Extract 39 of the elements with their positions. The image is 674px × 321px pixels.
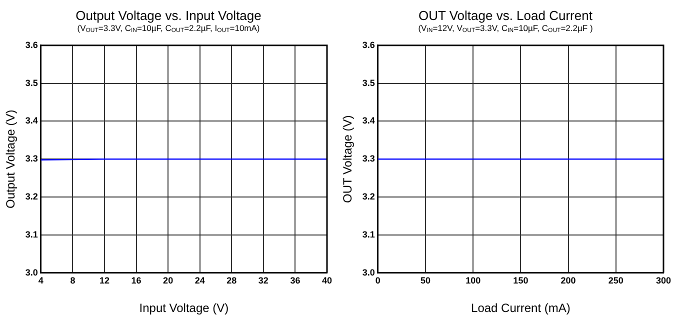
y-tick-label: 3.6 bbox=[25, 40, 38, 50]
x-tick-label: 20 bbox=[163, 276, 174, 286]
x-tick-label: 0 bbox=[375, 276, 380, 286]
x-tick-label: 36 bbox=[290, 276, 300, 286]
x-tick-label: 300 bbox=[656, 276, 672, 286]
x-tick-label: 40 bbox=[322, 276, 332, 286]
x-axis-title: Input Voltage (V) bbox=[139, 301, 229, 316]
y-tick-label: 3.5 bbox=[362, 78, 375, 88]
x-tick-label: 12 bbox=[99, 276, 110, 286]
y-tick-label: 3.4 bbox=[362, 116, 375, 126]
y-tick-label: 3.2 bbox=[362, 191, 375, 202]
x-tick-label: 16 bbox=[131, 276, 142, 286]
y-tick-label: 3.1 bbox=[362, 229, 375, 240]
x-tick-label: 50 bbox=[420, 276, 431, 286]
text: (V$_{IN}$=12V, V$_{OUT}$=3.3V, C$_{IN}$=10µF, C$_{OUT}$=2.2µF ) bbox=[418, 23, 593, 34]
y-tick-label: 3.2 bbox=[25, 191, 38, 202]
x-tick-label: 8 bbox=[70, 276, 76, 286]
y-tick-label: 3.0 bbox=[362, 267, 375, 278]
x-tick-label: 32 bbox=[258, 276, 268, 286]
y-tick-label: 3.5 bbox=[25, 78, 38, 88]
y-tick-label: 3.3 bbox=[25, 154, 38, 164]
y-axis-title: Output Voltage (V) bbox=[4, 110, 18, 208]
x-tick-label: 100 bbox=[466, 276, 481, 286]
y-tick-label: 3.6 bbox=[362, 40, 375, 50]
chart-title: Output Voltage vs. Input Voltage bbox=[74, 8, 262, 23]
y-tick-label: 3.0 bbox=[25, 267, 38, 278]
y-tick-label: 3.3 bbox=[362, 154, 375, 164]
y-tick-label: 3.1 bbox=[25, 229, 38, 240]
x-tick-label: 24 bbox=[194, 276, 205, 286]
x-axis-title: Load Current (mA) bbox=[471, 301, 570, 316]
x-tick-label: 250 bbox=[608, 276, 624, 286]
x-tick-label: 200 bbox=[560, 276, 576, 286]
y-axis-title: OUT Voltage (V) bbox=[340, 115, 355, 204]
x-tick-label: 28 bbox=[226, 276, 237, 286]
y-tick-label: 3.4 bbox=[25, 116, 38, 126]
text: (V$_{OUT}$=3.3V, C$_{IN}$=10µF, C$_{OUT}$=2.2µF, I$_{OUT}$=10mA) bbox=[77, 23, 260, 34]
x-tick-label: 150 bbox=[513, 276, 528, 286]
x-tick-label: 4 bbox=[38, 276, 44, 286]
chart-title: OUT Voltage vs. Load Current bbox=[418, 8, 594, 23]
